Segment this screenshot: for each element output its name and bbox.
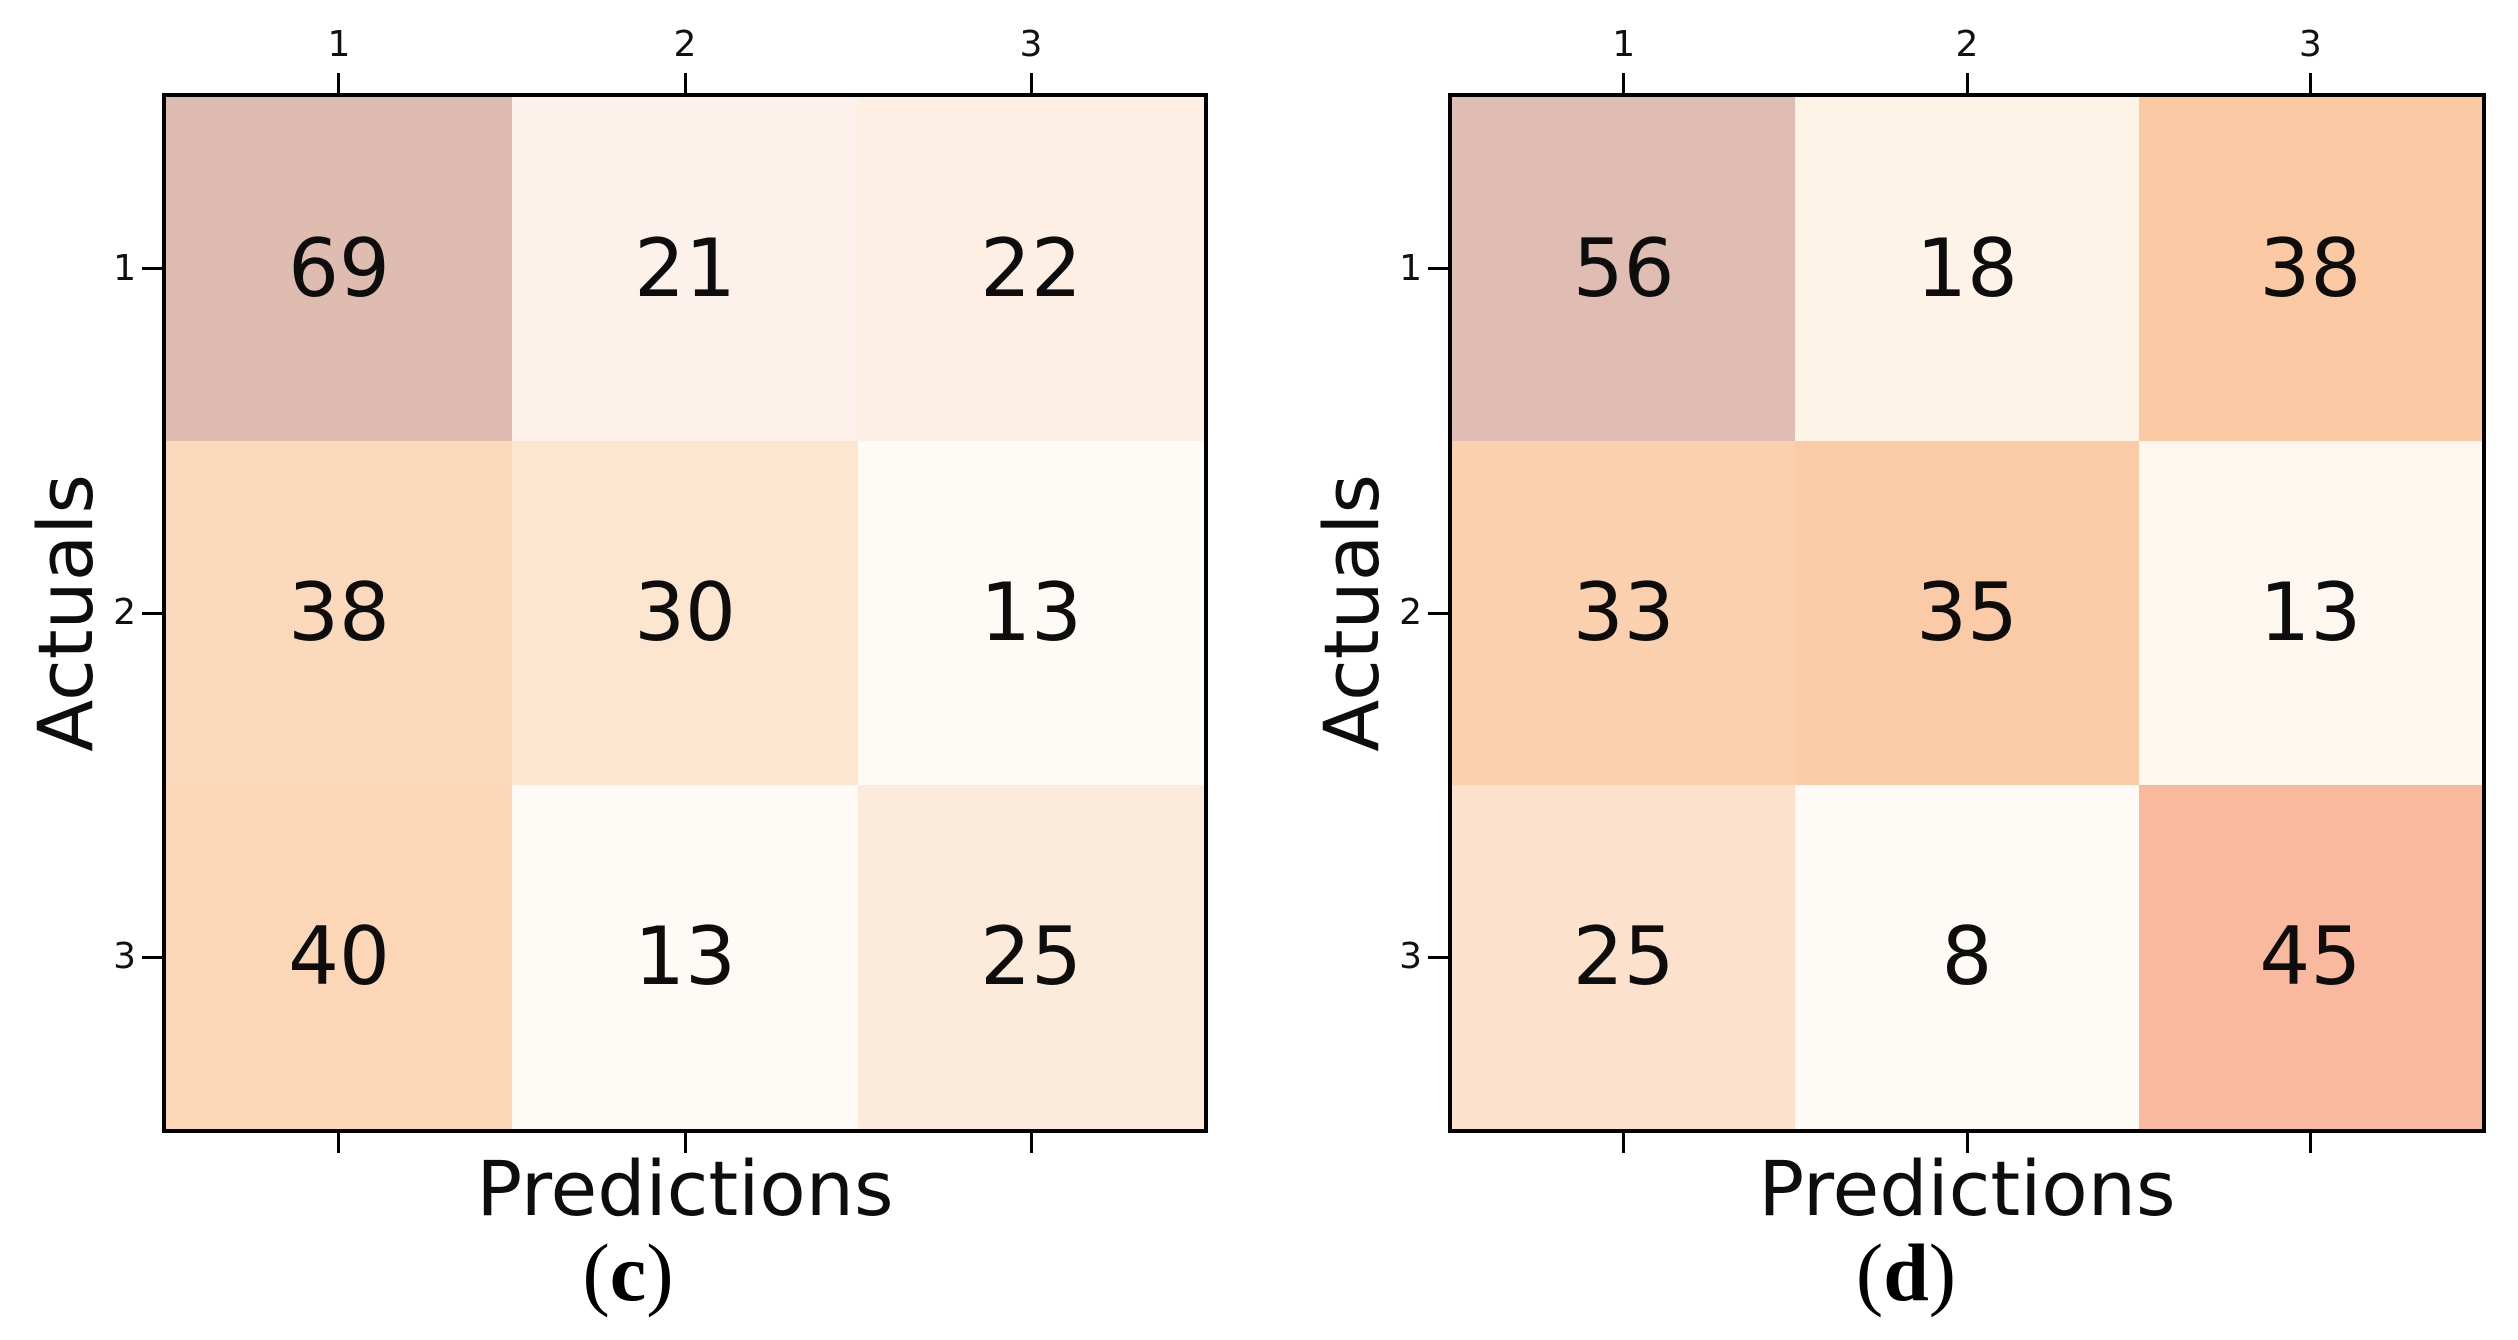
y-tick-label-3: 3 [113,936,136,977]
matrix-cell-r2c1: 38 [166,441,512,785]
heatmap-c-grid: 69 21 22 38 30 13 40 13 25 [166,97,1204,1129]
matrix-cell-r1c2: 21 [512,97,858,441]
matrix-cell-r2c3: 13 [2138,441,2482,785]
x-tick-mark-top-2 [683,73,687,93]
matrix-cell-r3c3: 45 [2138,785,2482,1129]
caption-letter: c [609,1227,647,1318]
y-tick-mark-1 [142,267,162,271]
x-tick-label-2: 2 [1955,24,1979,65]
matrix-cell-r1c1: 69 [166,97,512,441]
y-tick-label-2: 2 [1399,592,1422,633]
x-tick-mark-bottom-1 [1622,1133,1626,1153]
x-tick-label-1: 1 [1612,24,1636,65]
x-axis-label: Predictions [1758,1144,2176,1233]
caption-open-paren: ( [582,1227,610,1318]
matrix-cell-r1c3: 22 [858,97,1204,441]
y-tick-mark-2 [142,611,162,615]
panel-caption-d: (d) [1856,1232,1956,1314]
x-tick-mark-top-3 [1029,73,1033,93]
caption-close-paren: ) [646,1227,674,1318]
x-tick-mark-top-2 [1965,73,1969,93]
y-tick-mark-2 [1428,611,1448,615]
matrix-cell-r2c2: 30 [512,441,858,785]
x-tick-mark-bottom-1 [337,1133,341,1153]
matrix-cell-r1c2: 18 [1795,97,2139,441]
matrix-cell-r2c1: 33 [1452,441,1796,785]
x-tick-label-3: 3 [2298,24,2322,65]
y-tick-label-2: 2 [113,592,136,633]
matrix-cell-r3c2: 13 [512,785,858,1129]
x-tick-mark-top-1 [1622,73,1626,93]
y-tick-label-1: 1 [113,248,136,289]
matrix-cell-r3c1: 40 [166,785,512,1129]
y-tick-mark-3 [1428,955,1448,959]
matrix-cell-r3c2: 8 [1795,785,2139,1129]
matrix-cell-r2c2: 35 [1795,441,2139,785]
x-tick-label-2: 2 [673,24,697,65]
x-tick-mark-top-3 [2308,73,2312,93]
heatmap-d-grid: 56 18 38 33 35 13 25 8 45 [1452,97,2482,1129]
x-tick-mark-bottom-2 [683,1133,687,1153]
x-tick-mark-bottom-3 [2308,1133,2312,1153]
caption-letter: d [1883,1227,1929,1318]
x-tick-mark-bottom-2 [1965,1133,1969,1153]
x-tick-mark-bottom-3 [1029,1133,1033,1153]
matrix-cell-r2c3: 13 [858,441,1204,785]
y-tick-mark-3 [142,955,162,959]
matrix-cell-r3c3: 25 [858,785,1204,1129]
heatmap-c-axes: Actuals 69 21 22 38 30 13 40 13 25 Predictions 1… [21,24,1208,1227]
caption-open-paren: ( [1855,1227,1884,1318]
x-tick-label-3: 3 [1019,24,1043,65]
matrix-cell-r1c1: 56 [1452,97,1796,441]
matrix-cell-r3c1: 25 [1452,785,1796,1129]
y-tick-label-3: 3 [1399,936,1422,977]
x-axis-label: Predictions [476,1144,894,1233]
y-tick-label-1: 1 [1399,248,1422,289]
matrix-cell-r1c3: 38 [2138,97,2482,441]
y-tick-mark-1 [1428,267,1448,271]
panel-caption-c: (c) [582,1232,673,1314]
x-tick-label-1: 1 [327,24,351,65]
x-tick-mark-top-1 [337,73,341,93]
caption-close-paren: ) [1928,1227,1957,1318]
